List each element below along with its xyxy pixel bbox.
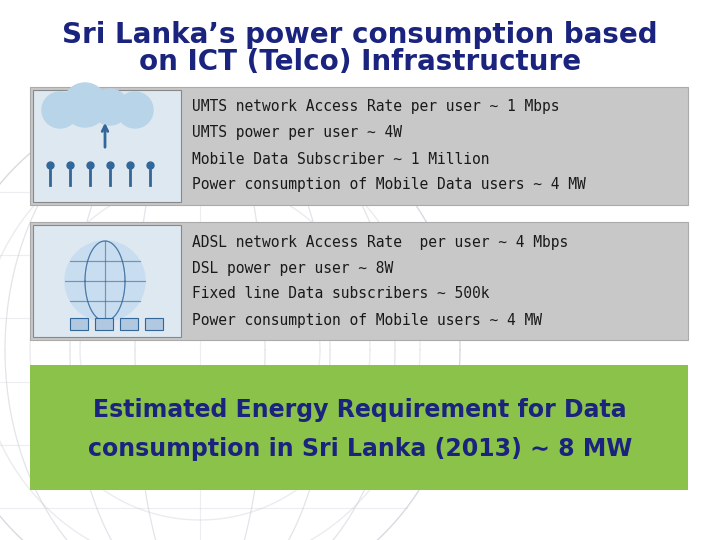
Text: Fixed line Data subscribers ∼ 500k: Fixed line Data subscribers ∼ 500k — [192, 287, 490, 301]
FancyBboxPatch shape — [30, 87, 688, 205]
FancyBboxPatch shape — [33, 225, 181, 337]
Text: Sri Lanka’s power consumption based: Sri Lanka’s power consumption based — [62, 21, 658, 49]
Circle shape — [42, 92, 78, 128]
Text: Power consumption of Mobile Data users ∼ 4 MW: Power consumption of Mobile Data users ∼… — [192, 178, 586, 192]
Text: on ICT (Telco) Infrastructure: on ICT (Telco) Infrastructure — [139, 48, 581, 76]
Text: UMTS power per user ∼ 4W: UMTS power per user ∼ 4W — [192, 125, 402, 140]
Text: Estimated Energy Requirement for Data: Estimated Energy Requirement for Data — [93, 398, 627, 422]
FancyBboxPatch shape — [70, 318, 88, 330]
FancyBboxPatch shape — [33, 90, 181, 202]
Circle shape — [117, 92, 153, 128]
Circle shape — [65, 241, 145, 321]
FancyBboxPatch shape — [120, 318, 138, 330]
Circle shape — [92, 89, 128, 125]
Circle shape — [63, 83, 107, 127]
Text: consumption in Sri Lanka (2013) ∼ 8 MW: consumption in Sri Lanka (2013) ∼ 8 MW — [88, 437, 632, 461]
Text: ADSL network Access Rate  per user ∼ 4 Mbps: ADSL network Access Rate per user ∼ 4 Mb… — [192, 234, 568, 249]
FancyBboxPatch shape — [95, 318, 113, 330]
FancyBboxPatch shape — [30, 365, 688, 490]
Text: UMTS network Access Rate per user ∼ 1 Mbps: UMTS network Access Rate per user ∼ 1 Mb… — [192, 99, 559, 114]
Text: Power consumption of Mobile users ∼ 4 MW: Power consumption of Mobile users ∼ 4 MW — [192, 313, 542, 327]
Text: Mobile Data Subscriber ∼ 1 Million: Mobile Data Subscriber ∼ 1 Million — [192, 152, 490, 166]
FancyBboxPatch shape — [30, 222, 688, 340]
FancyBboxPatch shape — [145, 318, 163, 330]
Text: DSL power per user ∼ 8W: DSL power per user ∼ 8W — [192, 260, 393, 275]
